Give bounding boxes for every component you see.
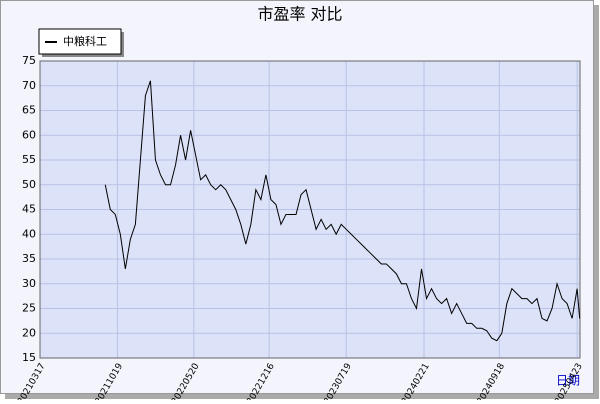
- line: [104, 80, 581, 342]
- y-tick-label: 50: [22, 178, 36, 191]
- y-tick-label: 75: [22, 54, 36, 67]
- shadow: [594, 5, 599, 399]
- x-axis-label: 日期: [556, 374, 580, 388]
- y-tick-label: 40: [22, 227, 36, 240]
- chart-title: 市盈率 对比: [257, 5, 342, 24]
- y-tick-label: 65: [22, 104, 36, 117]
- y-tick-label: 20: [22, 326, 36, 339]
- y-tick-label: 30: [22, 277, 36, 290]
- y-tick-label: 35: [22, 252, 36, 265]
- y-tick-label: 60: [22, 128, 36, 141]
- y-tick-label: 15: [22, 351, 36, 364]
- y-tick-label: 25: [22, 302, 36, 315]
- y-tick-label: 45: [22, 203, 36, 216]
- plot-border: [39, 60, 581, 359]
- legend: [38, 28, 122, 55]
- shadow: [5, 394, 599, 399]
- y-tick-label: 55: [22, 153, 36, 166]
- y-tick-label: 70: [22, 79, 36, 92]
- legend-label: 中粮科工: [63, 34, 107, 48]
